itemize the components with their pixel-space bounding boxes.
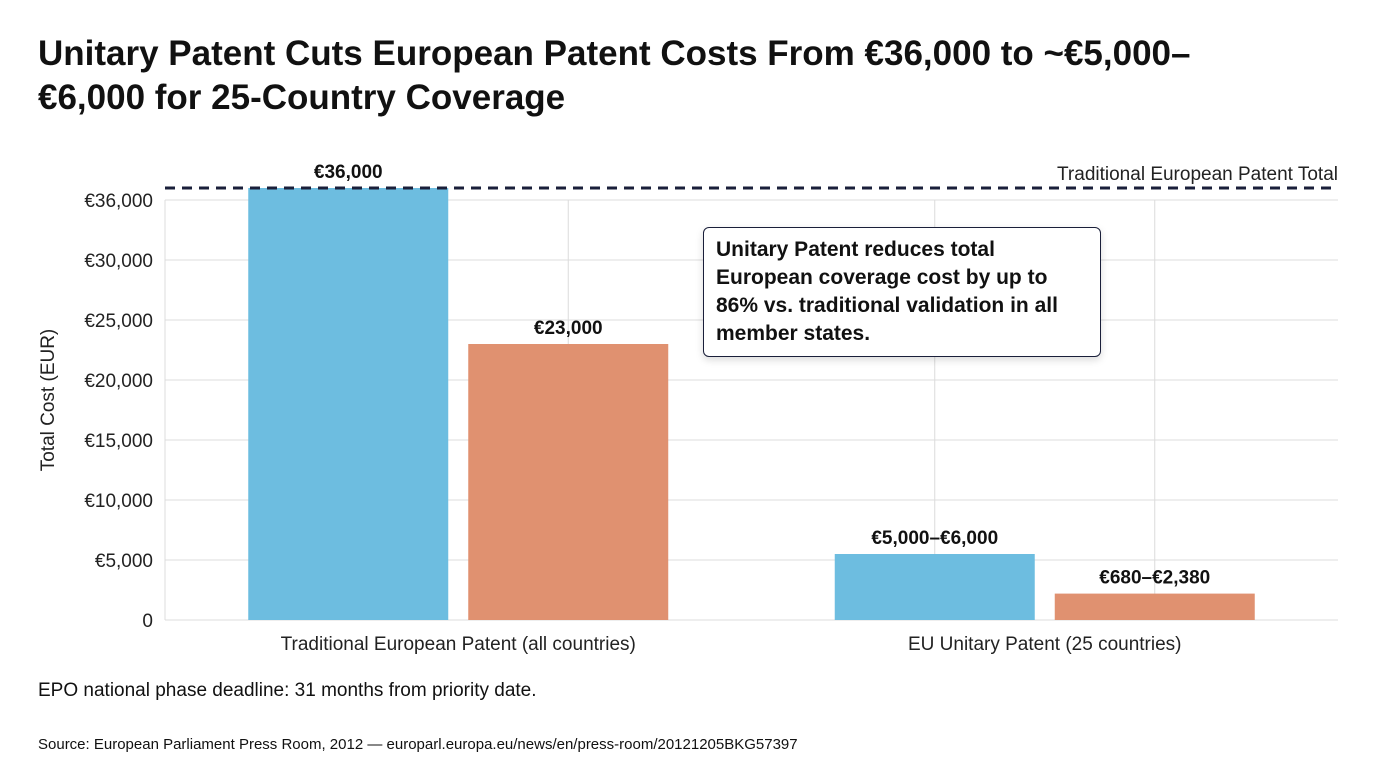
bar-value-label: €680–€2,380	[1099, 568, 1210, 589]
reference-line-label: Traditional European Patent Total	[1057, 164, 1338, 185]
bar	[835, 554, 1035, 620]
y-tick-label: €36,000	[84, 191, 153, 212]
y-tick-label: €5,000	[95, 551, 153, 572]
bar-value-label: €36,000	[314, 162, 383, 183]
bar	[248, 188, 448, 620]
y-tick-label: 0	[142, 611, 153, 632]
y-tick-label: €10,000	[84, 491, 153, 512]
bar	[468, 344, 668, 620]
y-tick-label: €25,000	[84, 311, 153, 332]
y-tick-label: €20,000	[84, 371, 153, 392]
source-note: Source: European Parliament Press Room, …	[38, 736, 798, 753]
y-tick-label: €30,000	[84, 251, 153, 272]
annotation-callout: Unitary Patent reduces total European co…	[703, 227, 1101, 357]
y-tick-label: €15,000	[84, 431, 153, 452]
x-category-label: EU Unitary Patent (25 countries)	[908, 634, 1182, 655]
bar-value-label: €5,000–€6,000	[871, 528, 998, 549]
bar-value-label: €23,000	[534, 318, 603, 339]
x-category-label: Traditional European Patent (all countri…	[281, 634, 636, 655]
footnote: EPO national phase deadline: 31 months f…	[38, 680, 537, 702]
y-axis-title: Total Cost (EUR)	[38, 329, 59, 472]
bar	[1055, 594, 1255, 620]
